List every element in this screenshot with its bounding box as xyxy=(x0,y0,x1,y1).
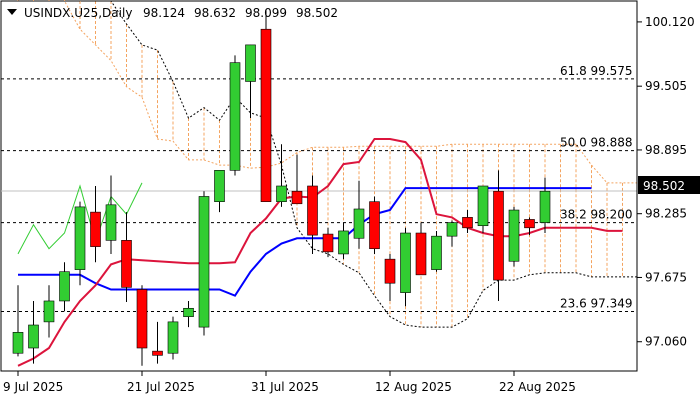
bull-candle xyxy=(229,62,241,171)
current-price-label: 98.502 xyxy=(643,179,685,193)
bull-candle xyxy=(431,235,442,270)
bear-candle xyxy=(369,201,380,250)
bull-candle xyxy=(338,230,349,255)
plot-area xyxy=(0,0,638,372)
tenkan-sen-line xyxy=(18,187,592,297)
bear-candle xyxy=(90,211,101,247)
bull-candle xyxy=(43,300,55,323)
dropdown-arrow-icon[interactable] xyxy=(7,9,17,15)
chart-symbol: USINDX.U25,Daily xyxy=(24,6,132,20)
bull-candle xyxy=(539,190,551,223)
ohlc-close: 98.502 xyxy=(296,6,338,20)
bull-candle xyxy=(198,196,210,328)
bull-candle xyxy=(214,170,225,202)
y-tick-label: 100.120 xyxy=(645,15,695,29)
senkou-span-a xyxy=(18,0,637,184)
ohlc-open: 98.124 xyxy=(143,6,185,20)
bear-candle xyxy=(307,185,318,236)
bear-candle xyxy=(415,232,427,276)
y-tick-label: 97.060 xyxy=(645,335,687,349)
y-tick-label: 99.505 xyxy=(645,79,687,93)
ohlc-high: 98.632 xyxy=(194,6,236,20)
bull-candle xyxy=(245,44,256,82)
current-price-badge xyxy=(638,176,700,194)
bull-candle xyxy=(12,332,24,354)
bear-candle xyxy=(322,233,334,253)
y-tick-label: 98.895 xyxy=(645,143,687,157)
fib-level-label: 61.8 99.575 xyxy=(560,64,633,78)
y-tick-label: 97.675 xyxy=(645,270,687,284)
chikou-span-line xyxy=(17,182,143,255)
bear-candle xyxy=(291,190,303,205)
bull-candle xyxy=(400,232,411,293)
fib-level-label: 38.2 98.200 xyxy=(560,208,633,222)
bear-candle xyxy=(493,190,504,281)
bull-candle xyxy=(183,307,194,317)
bear-candle xyxy=(121,240,132,288)
x-tick-label: 9 Jul 2025 xyxy=(3,380,63,394)
bull-candle xyxy=(477,185,489,227)
bear-candle xyxy=(524,219,535,229)
bull-candle xyxy=(167,321,179,354)
bull-candle xyxy=(74,206,86,270)
fib-level-label: 50.0 98.888 xyxy=(560,136,633,150)
bull-candle xyxy=(276,185,287,202)
bear-candle xyxy=(152,350,163,356)
bull-candle xyxy=(59,271,70,302)
bear-candle xyxy=(260,28,272,202)
fib-level-label: 23.6 97.349 xyxy=(560,297,633,311)
x-tick-label: 31 Jul 2025 xyxy=(251,380,319,394)
y-tick-label: 98.285 xyxy=(645,207,687,221)
ohlc-low: 98.099 xyxy=(245,6,287,20)
bull-candle xyxy=(353,208,365,239)
bull-candle xyxy=(28,324,39,349)
bull-candle xyxy=(446,222,458,237)
bull-candle xyxy=(508,209,520,262)
bear-candle xyxy=(462,217,473,229)
x-tick-label: 22 Aug 2025 xyxy=(499,380,576,394)
kijun-sen-line xyxy=(17,138,623,367)
x-tick-label: 21 Jul 2025 xyxy=(127,380,195,394)
bull-candle xyxy=(105,204,117,241)
bear-candle xyxy=(136,289,148,349)
bear-candle xyxy=(384,258,396,284)
x-tick-label: 12 Aug 2025 xyxy=(375,380,452,394)
